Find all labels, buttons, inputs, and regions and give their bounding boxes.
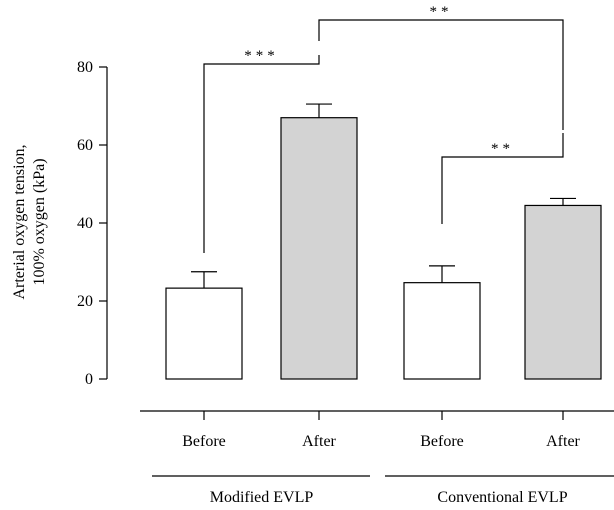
y-tick-label: 20 xyxy=(77,293,93,310)
significance-bracket xyxy=(318,19,564,130)
x-tick-label: After xyxy=(546,433,580,450)
y-axis-title: Arterial oxygen tension, 100% oxygen (kP… xyxy=(11,144,48,299)
bar xyxy=(165,287,243,380)
group-labels: Modified EVLP Conventional EVLP xyxy=(152,475,614,506)
group-label: Conventional EVLP xyxy=(437,489,567,506)
y-tick-label: 60 xyxy=(77,137,93,154)
significance-label: ** xyxy=(430,4,453,20)
y-axis-title-line-1: Arterial oxygen tension, xyxy=(11,144,28,299)
bars xyxy=(165,103,602,380)
y-tick-label: 80 xyxy=(77,59,93,76)
x-tick-label: Before xyxy=(182,433,226,450)
bar xyxy=(403,282,481,380)
bar xyxy=(524,204,602,380)
group-label: Modified EVLP xyxy=(210,489,314,506)
y-ticks: 0 20 40 60 80 xyxy=(77,59,107,388)
y-tick-label: 40 xyxy=(77,215,93,232)
y-axis-title-line-2: 100% oxygen (kPa) xyxy=(31,158,48,285)
bar xyxy=(280,117,358,380)
x-tick-label: After xyxy=(302,433,336,450)
significance-label: *** xyxy=(244,48,279,64)
x-ticks: Before After Before After xyxy=(182,411,581,450)
significance-brackets: ******* xyxy=(203,4,564,253)
significance-label: ** xyxy=(491,141,514,157)
significance-bracket xyxy=(441,133,564,224)
y-tick-label: 0 xyxy=(85,371,93,388)
significance-bracket xyxy=(203,55,320,253)
x-tick-label: Before xyxy=(420,433,464,450)
